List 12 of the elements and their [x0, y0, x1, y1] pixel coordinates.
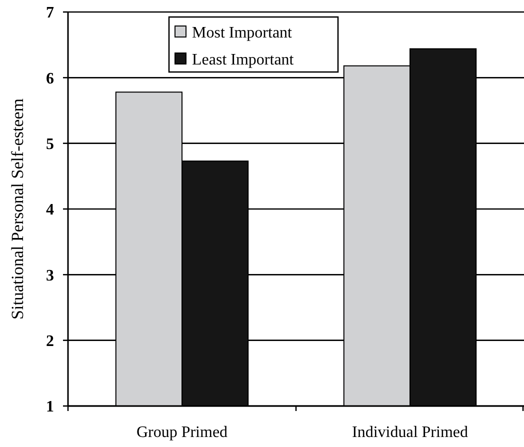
legend-label: Least Important: [192, 52, 294, 69]
y-tick-label: 6: [46, 70, 54, 88]
y-tick-label: 2: [46, 332, 54, 350]
y-tick-label: 7: [46, 4, 54, 22]
x-tick-label: Group Primed: [136, 424, 228, 441]
y-tick-label: 4: [46, 202, 54, 219]
x-tick-label: Individual Primed: [352, 424, 468, 441]
legend-label: Most Important: [192, 24, 293, 42]
y-tick-label: 3: [46, 267, 54, 284]
y-tick-label: 5: [46, 136, 54, 153]
y-tick-label: 1: [46, 398, 54, 416]
y-axis-title: Situational Personal Self-esteem: [8, 98, 27, 320]
